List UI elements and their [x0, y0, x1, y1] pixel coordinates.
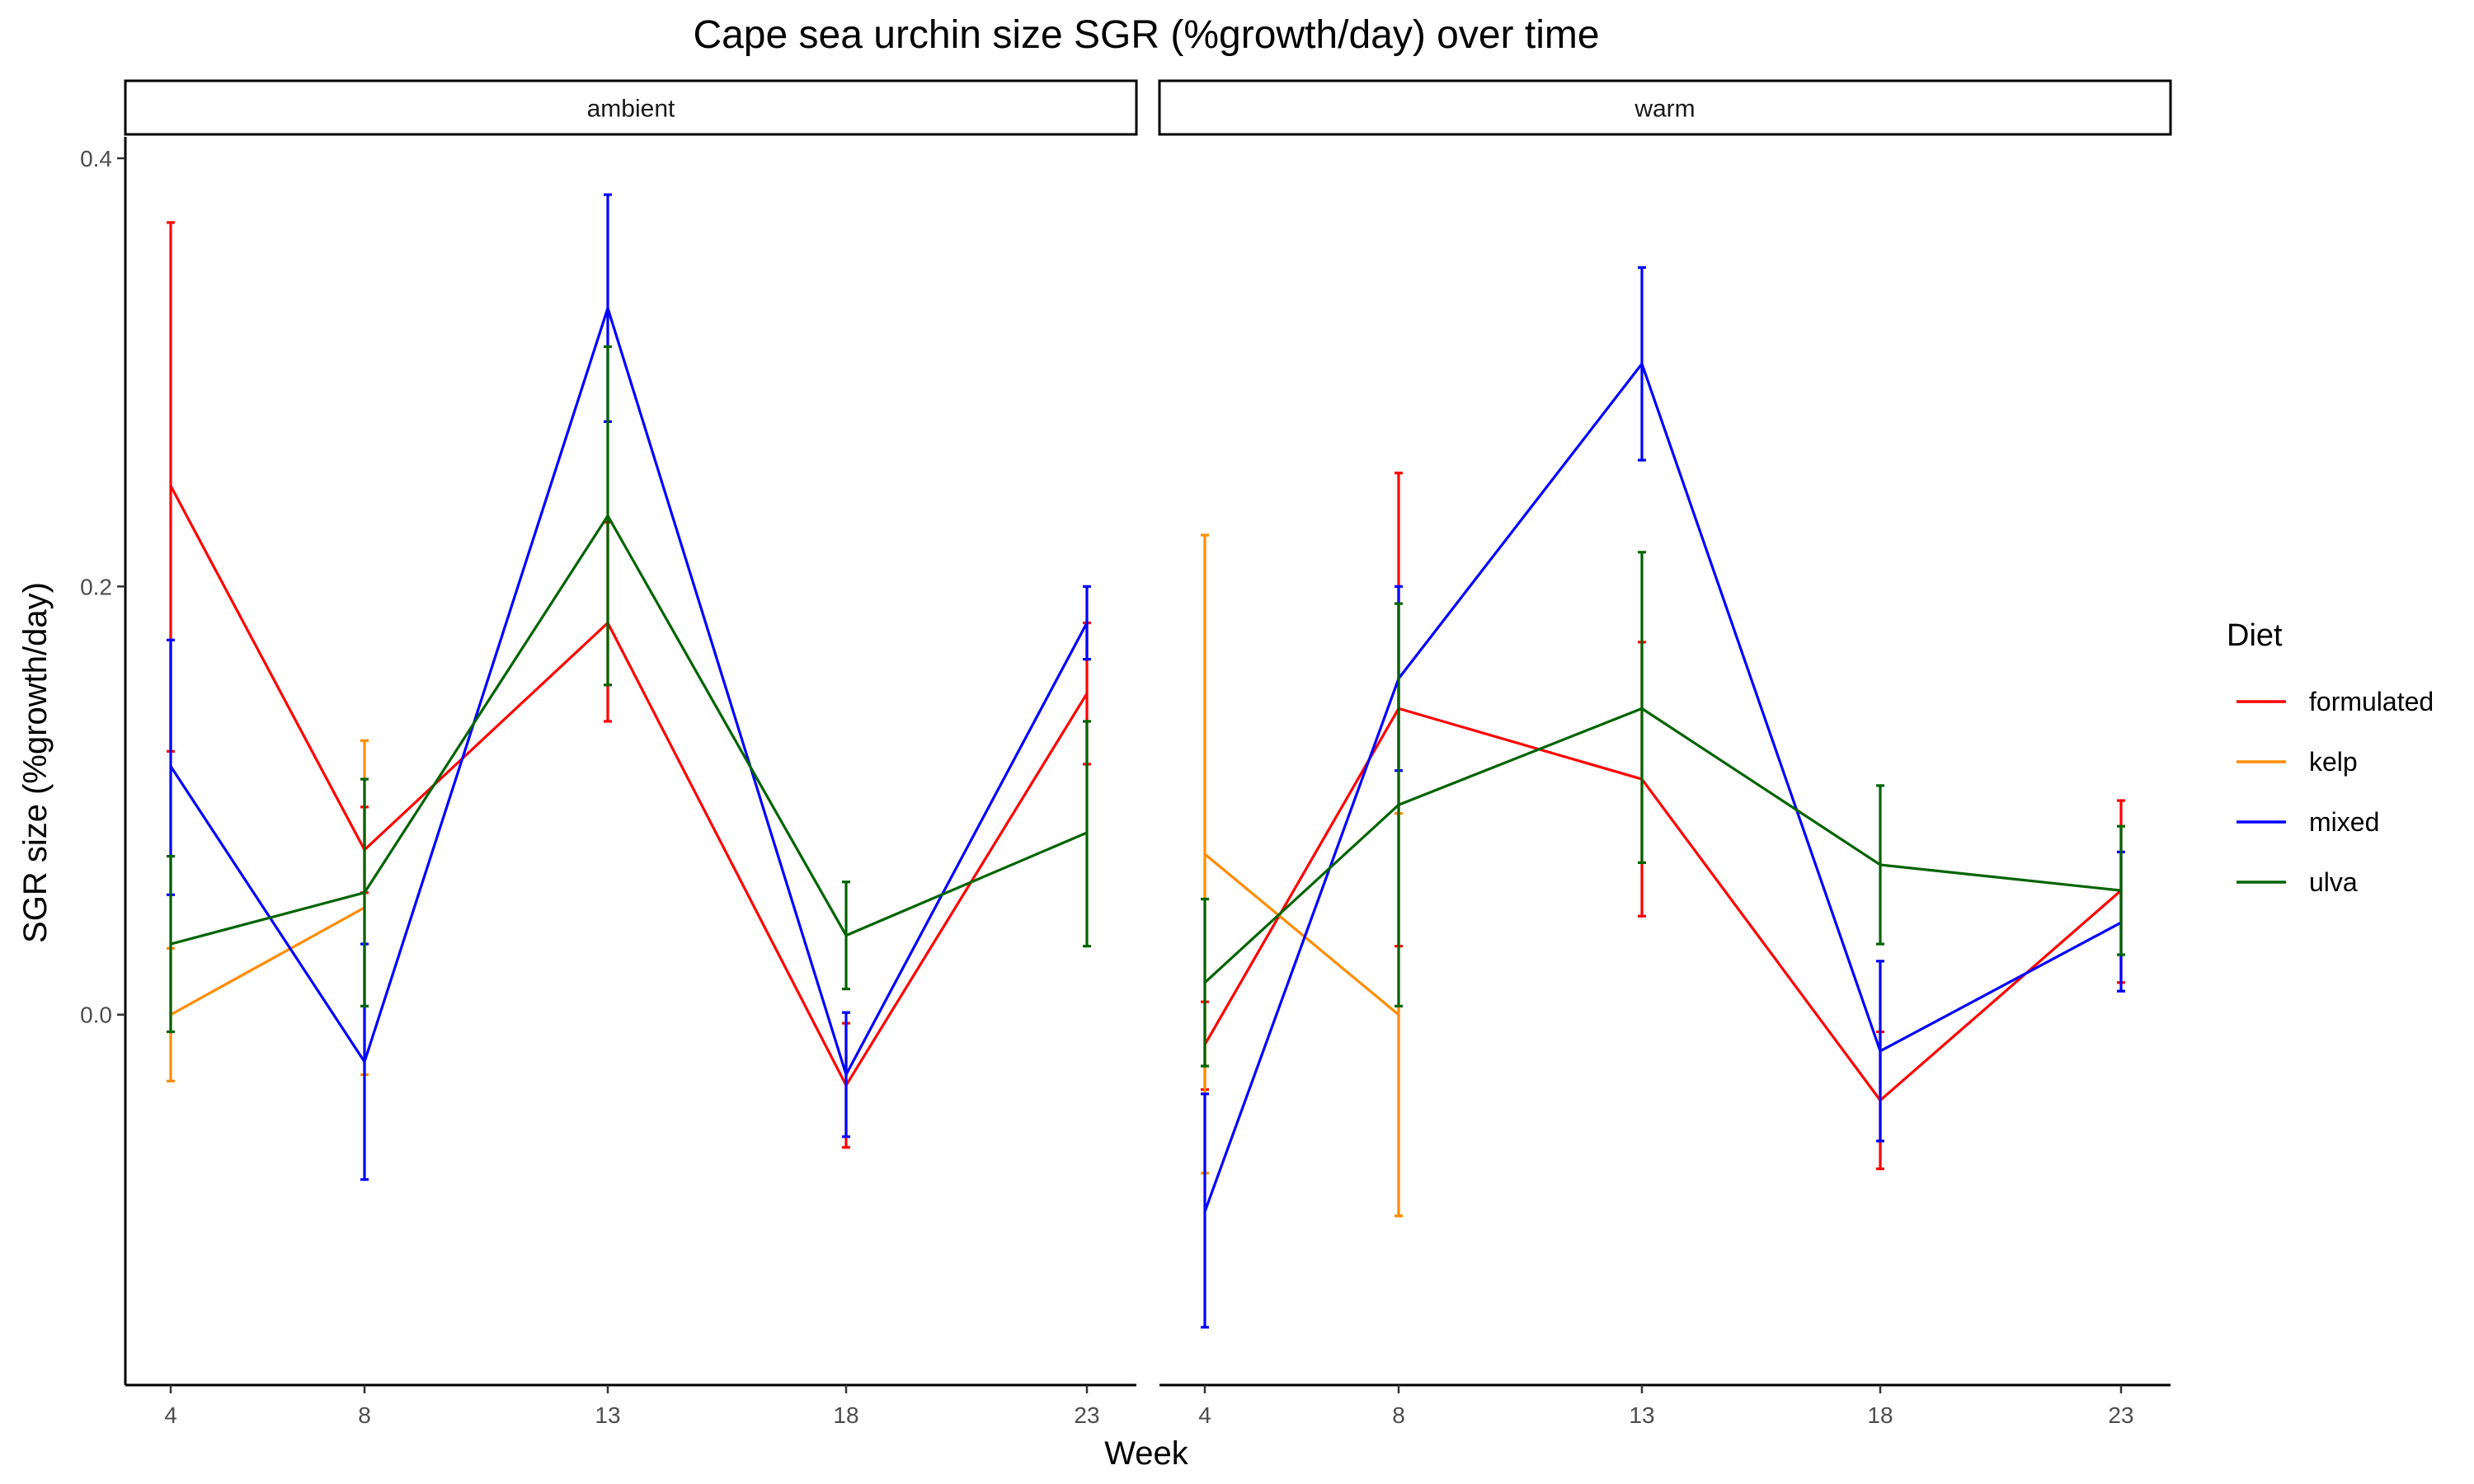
legend-item-mixed: mixed — [2236, 807, 2379, 837]
series-kelp-ambient — [167, 739, 369, 1082]
legend: Diet formulated kelp mixed ulva — [2227, 618, 2434, 897]
series-formulated-ambient — [167, 221, 1091, 1149]
panels: ambient 4 8 13 18 23 0.0 0.2 0.4 warm 4 8 13 18 23 — [80, 79, 2172, 1428]
x-tick-label-13: 13 — [595, 1402, 620, 1428]
strip-ambient — [124, 79, 1138, 136]
panel-ambient: ambient 4 8 13 18 23 0.0 0.2 0.4 — [80, 79, 1138, 1428]
legend-label-ulva: ulva — [2309, 867, 2358, 897]
legend-item-ulva: ulva — [2236, 867, 2358, 897]
series-line-kelp — [1203, 852, 1400, 1016]
strip-warm — [1158, 79, 2172, 136]
legend-label-mixed: mixed — [2309, 807, 2379, 837]
series-ulva-warm — [1201, 551, 2125, 1068]
legend-label-formulated: formulated — [2309, 687, 2434, 716]
strip-label-warm: warm — [1634, 96, 1695, 123]
series-line-formulated — [1203, 707, 2123, 1102]
y-axis-title: SGR size (%growth/day) — [17, 582, 54, 943]
x-tick-label-4: 4 — [1198, 1402, 1211, 1428]
series-ulva-ambient — [167, 345, 1091, 1034]
x-tick-label-8: 8 — [1392, 1402, 1405, 1428]
legend-label-kelp: kelp — [2309, 747, 2358, 777]
y-tick-label-0.4: 0.4 — [80, 146, 112, 171]
series-line-ulva — [170, 514, 1088, 946]
series-line-formulated — [169, 485, 1089, 1087]
y-tick-label-0.2: 0.2 — [80, 574, 112, 599]
x-tick-label-18: 18 — [1867, 1402, 1893, 1428]
legend-item-kelp: kelp — [2236, 747, 2358, 777]
x-tick-label-23: 23 — [2108, 1402, 2133, 1428]
strip-label-ambient: ambient — [587, 96, 675, 123]
x-tick-label-23: 23 — [1074, 1402, 1099, 1428]
legend-item-formulated: formulated — [2236, 687, 2434, 716]
panel-warm: warm 4 8 13 18 23 — [1158, 79, 2172, 1428]
chart-title: Cape sea urchin size SGR (%growth/day) o… — [693, 13, 1599, 57]
series-line-mixed — [169, 307, 1089, 1077]
x-tick-label-8: 8 — [358, 1402, 371, 1428]
x-axis-title: Week — [1104, 1435, 1189, 1472]
x-tick-label-18: 18 — [833, 1402, 858, 1428]
series-line-kelp — [170, 906, 365, 1017]
series-mixed-ambient — [167, 193, 1091, 1181]
x-tick-label-13: 13 — [1629, 1402, 1654, 1428]
series-line-mixed — [1203, 362, 2122, 1213]
series-formulated-warm — [1201, 472, 2125, 1171]
series-mixed-warm — [1201, 265, 2125, 1329]
y-tick-label-0.0: 0.0 — [80, 1003, 112, 1028]
legend-title: Diet — [2227, 618, 2283, 653]
x-tick-label-4: 4 — [164, 1402, 177, 1428]
series-line-ulva — [1203, 707, 2122, 984]
